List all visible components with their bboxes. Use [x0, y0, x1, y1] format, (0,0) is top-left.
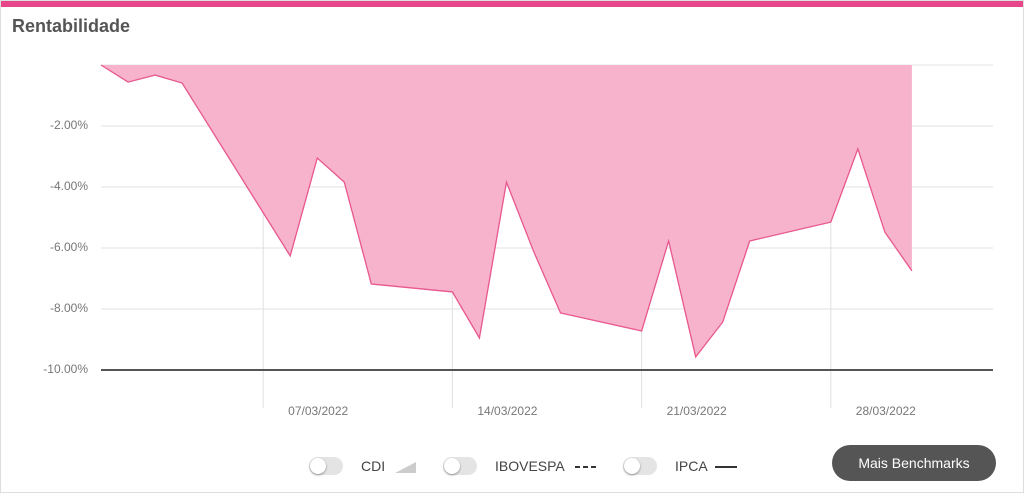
x-tick-label: 14/03/2022	[477, 404, 537, 418]
y-tick-label: -8.00%	[50, 301, 88, 315]
legend-label: IPCA	[675, 458, 708, 474]
y-tick-label: -4.00%	[50, 179, 88, 193]
y-tick-label: -6.00%	[50, 240, 88, 254]
x-tick-label: 21/03/2022	[667, 404, 727, 418]
top-bar	[1, 1, 1023, 7]
x-tick-label: 07/03/2022	[288, 404, 348, 418]
legend-icon	[395, 462, 416, 473]
legend-icon	[575, 466, 597, 468]
title: Rentabilidade	[12, 16, 131, 36]
toggle[interactable]	[309, 457, 343, 475]
x-tick-label: 28/03/2022	[856, 404, 916, 418]
line	[100, 64, 913, 359]
legend-label: CDI	[361, 458, 386, 474]
chart: -2.00% -4.00% -6.00% -8.00% -10.00% 07/03/202…	[43, 64, 993, 418]
legend-label: IBOVESPA	[495, 458, 565, 474]
area	[101, 65, 912, 357]
toggle[interactable]	[443, 457, 477, 475]
more-benchmarks-button[interactable]: Mais Benchmarks	[832, 445, 996, 481]
legend-icon	[715, 466, 737, 468]
y-tick-label: -10.00%	[43, 362, 88, 376]
toggle[interactable]	[623, 457, 657, 475]
y-tick-label: -2.00%	[50, 118, 88, 132]
